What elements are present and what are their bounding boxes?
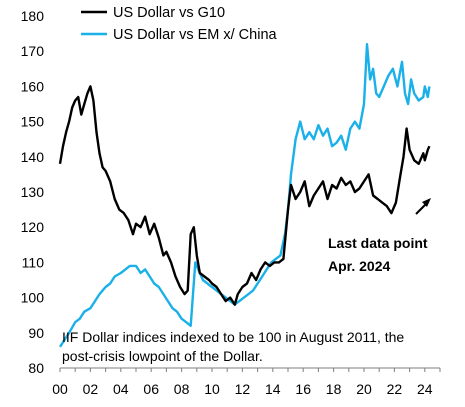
last-point-annotation-line2: Apr. 2024 — [328, 258, 390, 274]
x-tick-label: 06 — [143, 381, 159, 397]
last-point-arrow-icon — [415, 198, 431, 215]
x-tick-label: 22 — [387, 381, 403, 397]
series-line-em — [58, 43, 431, 348]
y-tick-label: 180 — [21, 8, 45, 24]
x-tick-label: 20 — [356, 381, 372, 397]
y-tick-label: 140 — [21, 149, 45, 165]
legend: US Dollar vs G10 US Dollar vs EM x/ Chin… — [81, 5, 278, 43]
y-tick-label: 120 — [21, 219, 45, 235]
y-tick-label: 130 — [21, 184, 45, 200]
y-tick-label: 90 — [28, 325, 44, 341]
y-axis-ticks: 80 90 100 110 120 130 140 150 160 170 180 — [21, 8, 45, 376]
x-tick-label: 16 — [295, 381, 311, 397]
y-tick-label: 100 — [21, 290, 45, 306]
x-tick-label: 12 — [235, 381, 251, 397]
x-tick-label: 24 — [417, 381, 433, 397]
series-line-g10 — [58, 85, 431, 306]
last-point-annotation-line1: Last data point — [328, 235, 428, 251]
x-tick-label: 02 — [83, 381, 99, 397]
y-tick-label: 150 — [21, 114, 45, 130]
y-tick-label: 160 — [21, 78, 45, 94]
x-tick-label: 14 — [265, 381, 281, 397]
y-tick-label: 110 — [22, 254, 45, 270]
series-layer — [58, 43, 431, 348]
index-note-line2: post-crisis lowpoint of the Dollar. — [62, 348, 263, 364]
legend-label-em: US Dollar vs EM x/ China — [113, 27, 278, 43]
x-tick-label: 18 — [326, 381, 342, 397]
x-tick-label: 10 — [204, 381, 220, 397]
x-tick-label: 00 — [52, 381, 68, 397]
y-tick-label: 80 — [28, 360, 44, 376]
index-note-line1: IIF Dollar indices indexed to be 100 in … — [62, 329, 404, 345]
x-tick-label: 04 — [113, 381, 129, 397]
x-axis: 00 02 04 06 08 10 12 14 16 18 20 22 24 — [52, 367, 441, 397]
y-tick-label: 170 — [21, 43, 45, 59]
legend-label-g10: US Dollar vs G10 — [113, 5, 225, 21]
x-tick-label: 08 — [174, 381, 190, 397]
